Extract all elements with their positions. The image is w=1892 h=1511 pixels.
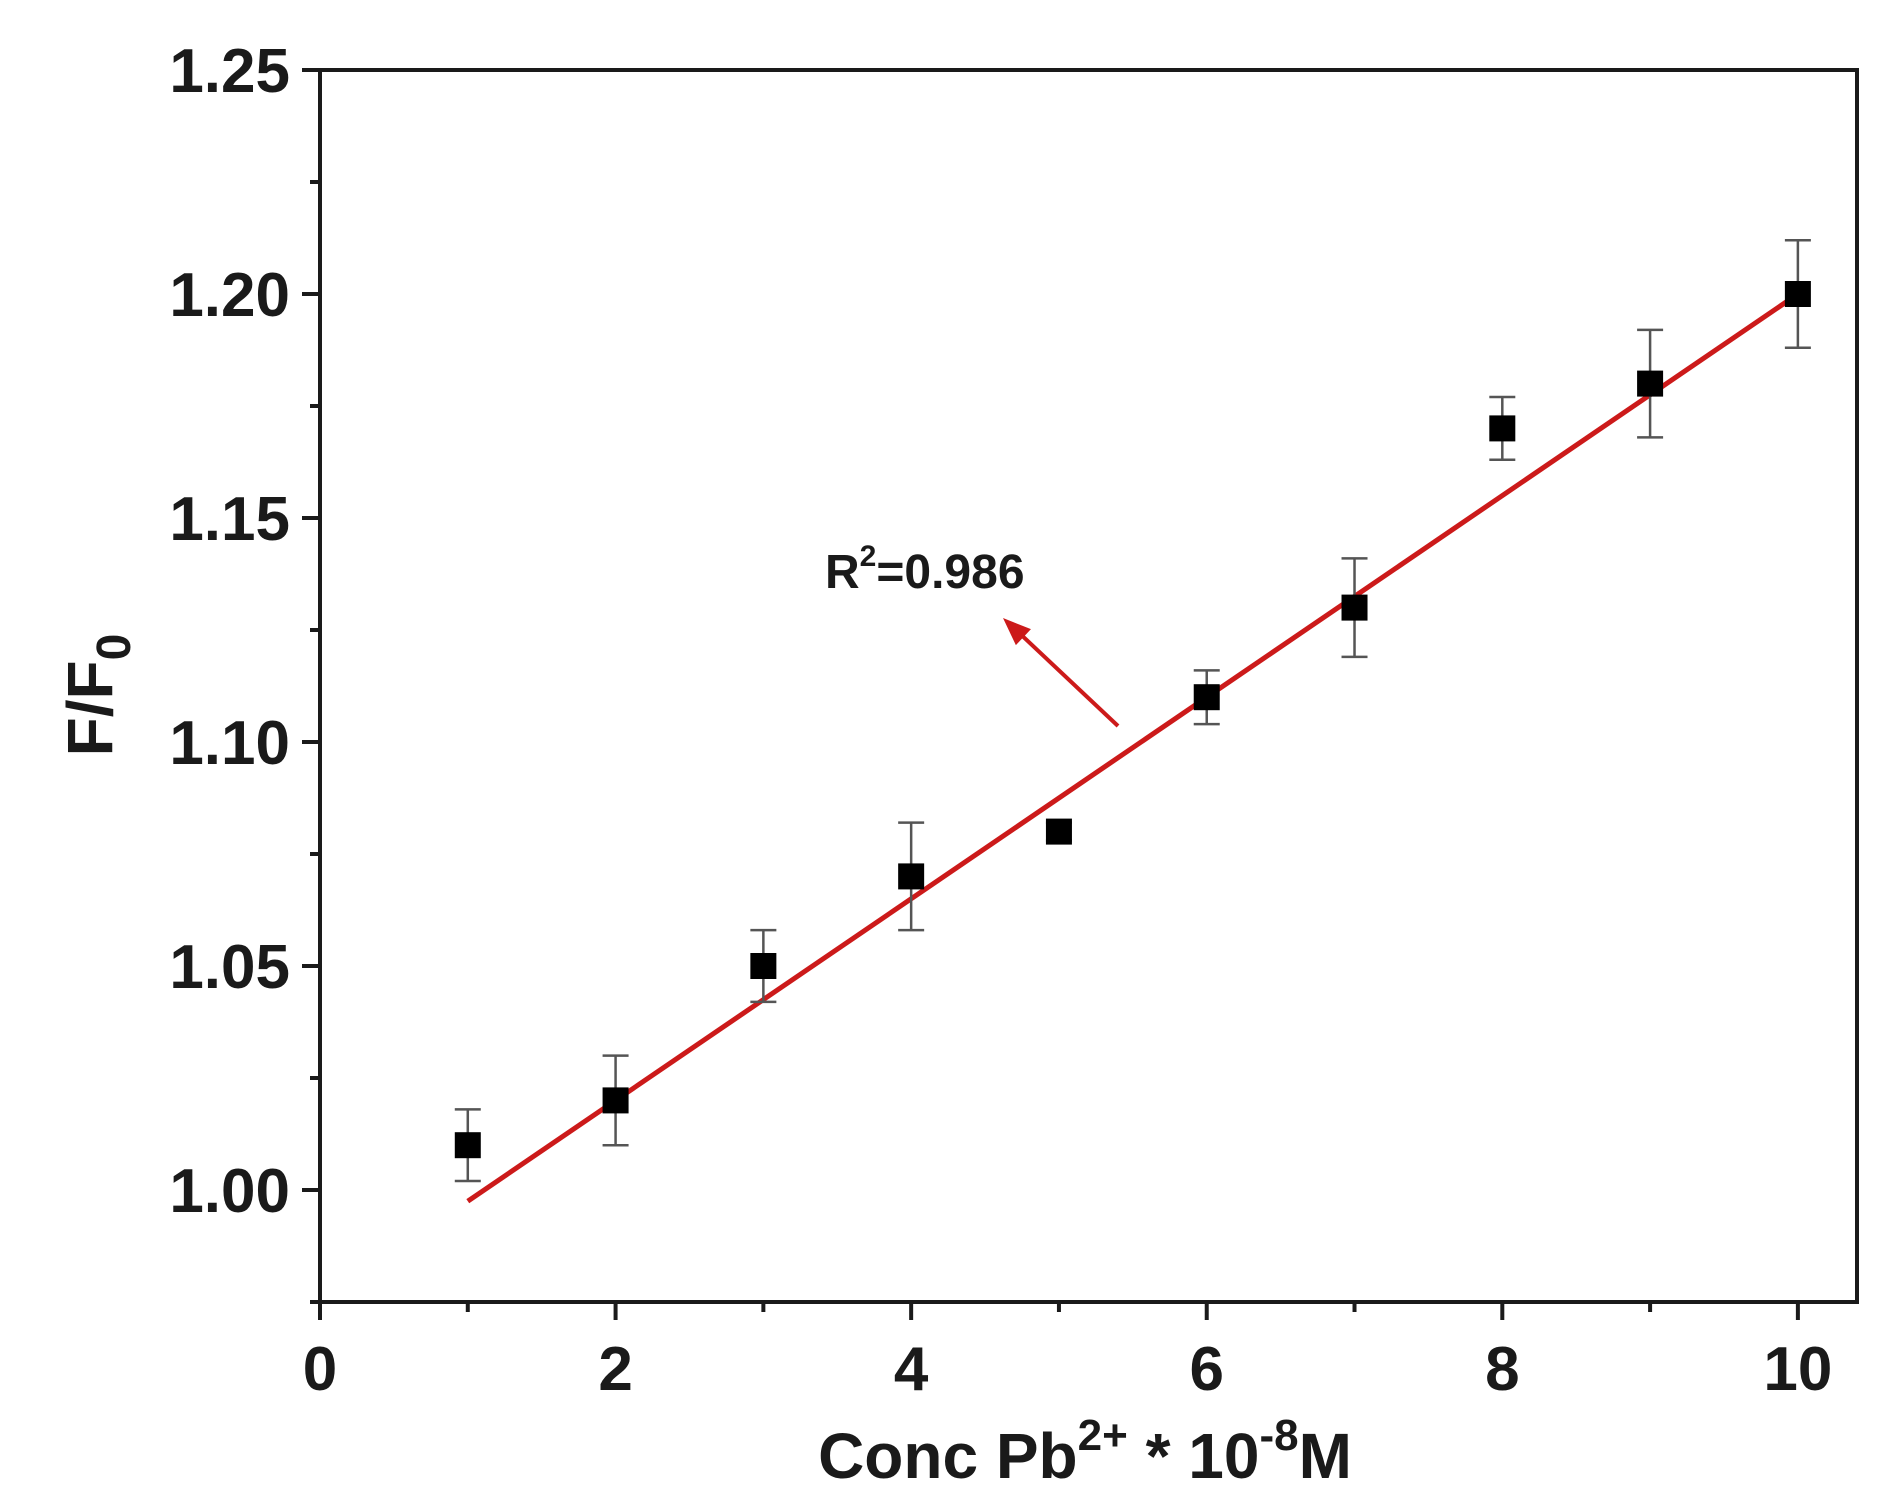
y-tick-label: 1.20 [169,261,290,330]
fit-line [466,291,1800,1204]
annotation-arrowhead [1003,618,1031,646]
x-tick-label: 0 [303,1335,337,1404]
y-tick-label: 1.25 [169,37,290,106]
data-point [602,1087,629,1114]
y-axis-title: F/F0 [54,634,141,757]
x-tick-label: 2 [598,1335,632,1404]
x-tick-label: 8 [1485,1335,1519,1404]
data-point [1193,684,1220,711]
plot-area [318,68,1859,1304]
y-tick-label: 1.05 [169,933,290,1002]
x-tick-label: 6 [1189,1335,1223,1404]
y-tick-label: 1.00 [169,1157,290,1226]
y-tick-label: 1.10 [169,709,290,778]
data-points [454,238,1811,1183]
data-point [454,1132,481,1159]
data-point [1784,281,1811,307]
y-tick-label: 1.15 [169,485,290,554]
data-point [898,863,925,890]
x-tick-label: 10 [1763,1335,1832,1404]
data-point [1341,594,1368,621]
data-point [1637,370,1664,397]
plot-frame [318,68,1859,1304]
r-squared-label: R2=0.986 [825,540,1025,599]
data-point [1489,415,1516,442]
x-axis-ticks: 0 2 4 6 8 10 [303,1302,1832,1404]
r-squared-annotation: R2=0.986 [825,540,1120,728]
data-point [750,953,777,979]
fit-line-group [466,291,1800,1204]
x-tick-label: 4 [894,1335,929,1404]
annotation-arrow [1013,627,1120,728]
x-axis-title: Conc Pb2+ * 10-8M [818,1411,1352,1492]
y-axis-ticks: 1.00 1.05 1.10 1.15 1.20 1.25 [169,37,320,1304]
data-point [1045,818,1072,845]
